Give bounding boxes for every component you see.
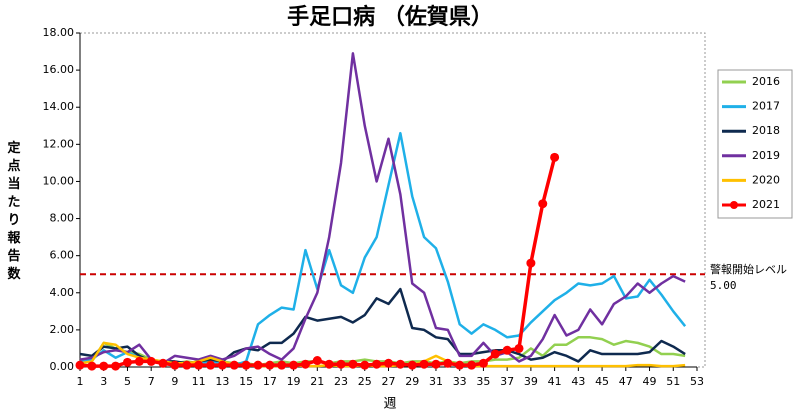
x-tick-label: 41 bbox=[548, 375, 562, 388]
series-marker bbox=[550, 152, 560, 162]
series-marker bbox=[158, 358, 168, 368]
y-tick-label: 4.00 bbox=[50, 286, 75, 299]
legend-label: 2021 bbox=[752, 198, 780, 211]
x-tick-label: 5 bbox=[124, 375, 131, 388]
x-tick-label: 51 bbox=[666, 375, 680, 388]
series-marker bbox=[182, 360, 192, 370]
series-marker bbox=[229, 360, 239, 370]
series-marker bbox=[206, 360, 216, 370]
series-marker bbox=[265, 360, 275, 370]
y-tick-label: 14.00 bbox=[43, 100, 75, 113]
x-tick-label: 13 bbox=[215, 375, 229, 388]
x-tick-label: 25 bbox=[358, 375, 372, 388]
plot-frame bbox=[79, 32, 706, 368]
x-tick-label: 21 bbox=[310, 375, 324, 388]
series-marker bbox=[194, 360, 204, 370]
y-tick-label: 8.00 bbox=[50, 212, 75, 225]
legend-label: 2018 bbox=[752, 124, 780, 137]
legend-label: 2016 bbox=[752, 75, 780, 88]
x-tick-label: 45 bbox=[595, 375, 609, 388]
series-line bbox=[79, 287, 686, 365]
series-marker bbox=[122, 357, 132, 367]
series-marker bbox=[360, 360, 370, 370]
threshold-label: 5.00 bbox=[710, 279, 737, 292]
series-marker bbox=[75, 360, 85, 370]
y-tick-label: 2.00 bbox=[50, 323, 75, 336]
series-marker bbox=[455, 360, 465, 370]
legend-label: 2020 bbox=[752, 173, 780, 186]
legend-marker bbox=[730, 201, 738, 209]
x-tick-label: 27 bbox=[382, 375, 396, 388]
x-tick-label: 15 bbox=[239, 375, 253, 388]
x-tick-label: 19 bbox=[287, 375, 301, 388]
x-tick-label: 9 bbox=[171, 375, 178, 388]
y-tick-label: 10.00 bbox=[43, 174, 75, 187]
series-marker bbox=[277, 360, 287, 370]
series-marker bbox=[348, 359, 358, 369]
series-marker bbox=[490, 349, 500, 359]
series-marker bbox=[170, 360, 180, 370]
y-tick-label: 16.00 bbox=[43, 63, 75, 76]
x-tick-label: 49 bbox=[643, 375, 657, 388]
series-marker bbox=[538, 199, 548, 209]
series-marker bbox=[419, 359, 429, 369]
x-tick-label: 7 bbox=[148, 375, 155, 388]
series-marker bbox=[384, 358, 393, 368]
legend-label: 2017 bbox=[752, 100, 780, 113]
series-marker bbox=[99, 361, 109, 371]
series-marker bbox=[312, 356, 322, 366]
x-axis-label: 週 bbox=[383, 397, 396, 412]
series-line bbox=[79, 156, 557, 368]
series-marker bbox=[111, 361, 121, 371]
x-tick-label: 1 bbox=[77, 375, 84, 388]
series-marker bbox=[407, 360, 417, 370]
series-marker bbox=[87, 361, 97, 371]
legend-label: 2019 bbox=[752, 149, 780, 162]
series-marker bbox=[336, 359, 346, 369]
x-tick-label: 17 bbox=[263, 375, 277, 388]
y-axis-label: 定点当たり報告数 bbox=[6, 140, 21, 282]
threshold-text: 警報開始レベル bbox=[710, 262, 787, 276]
series-marker bbox=[217, 360, 227, 370]
x-tick-label: 29 bbox=[405, 375, 419, 388]
x-tick-label: 3 bbox=[100, 375, 107, 388]
x-tick-label: 33 bbox=[453, 375, 467, 388]
series-marker bbox=[431, 359, 441, 369]
y-tick-label: 18.00 bbox=[43, 26, 75, 39]
y-tick-label: 0.00 bbox=[50, 360, 75, 373]
series-marker bbox=[478, 358, 488, 368]
series-marker bbox=[253, 360, 263, 370]
series-marker bbox=[300, 359, 310, 369]
legend-box bbox=[717, 69, 793, 219]
series-marker bbox=[514, 343, 524, 353]
series-marker bbox=[502, 345, 512, 355]
x-tick-label: 23 bbox=[334, 375, 348, 388]
x-tick-label: 11 bbox=[192, 375, 206, 388]
series-marker bbox=[146, 356, 156, 366]
series-marker bbox=[324, 359, 334, 369]
x-tick-label: 35 bbox=[476, 375, 490, 388]
series-marker bbox=[395, 359, 405, 369]
x-tick-label: 37 bbox=[500, 375, 514, 388]
x-tick-label: 31 bbox=[429, 375, 443, 388]
x-tick-label: 39 bbox=[524, 375, 538, 388]
series-line bbox=[79, 341, 686, 368]
x-tick-label: 53 bbox=[690, 375, 704, 388]
series-line bbox=[79, 131, 687, 367]
series-line bbox=[79, 52, 686, 365]
series-marker bbox=[526, 258, 536, 268]
series-marker bbox=[289, 360, 299, 370]
series-marker bbox=[372, 359, 382, 369]
series-marker bbox=[467, 360, 477, 370]
series-marker bbox=[241, 360, 251, 370]
x-tick-label: 43 bbox=[571, 375, 585, 388]
x-tick-label: 47 bbox=[619, 375, 633, 388]
chart-title: 手足口病 （佐賀県） bbox=[287, 4, 493, 30]
y-tick-label: 12.00 bbox=[43, 137, 75, 150]
y-tick-label: 6.00 bbox=[50, 249, 75, 262]
series-marker bbox=[443, 358, 453, 368]
series-marker bbox=[134, 356, 144, 366]
